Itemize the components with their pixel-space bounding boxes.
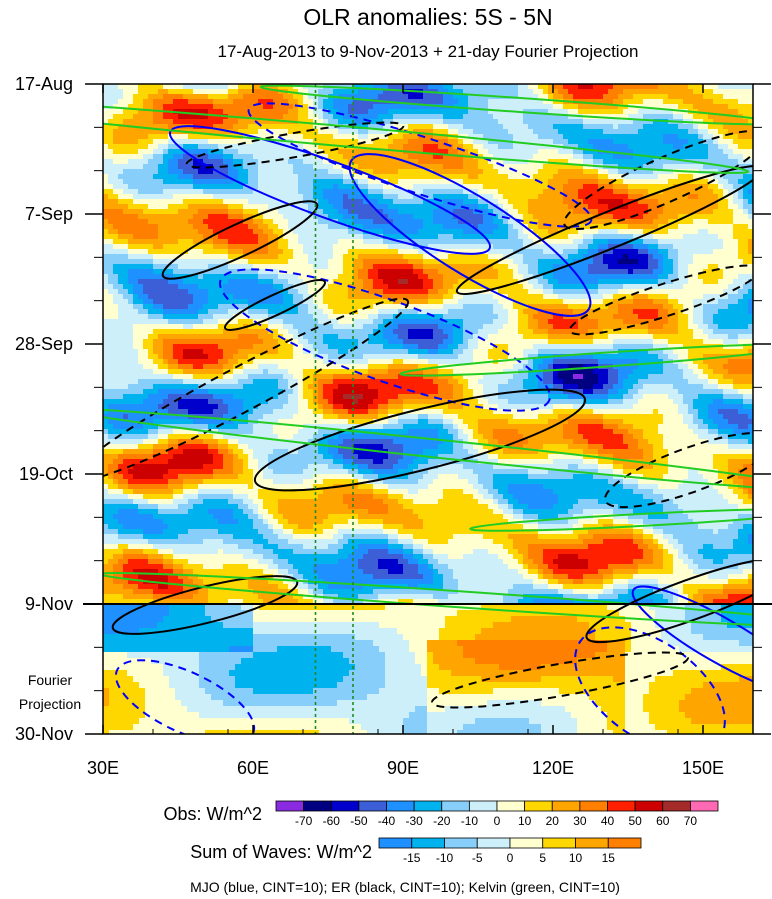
x-tick-label: 60E <box>237 758 269 778</box>
x-tick-label: 150E <box>682 758 724 778</box>
obs-colorbar-title: Obs: W/m^2 <box>164 804 262 824</box>
colorbar-swatch <box>634 800 664 812</box>
contour-line <box>247 102 593 228</box>
obs-colorbar: Obs: W/m^2 -70 -60 -50 -40 -30 -20 -10 0 10 20 30 4… <box>164 800 719 828</box>
colorbar-swatch <box>468 800 498 812</box>
olr-anomaly-field <box>103 84 753 605</box>
contour-line <box>253 388 587 492</box>
colorbar-label: 60 <box>656 814 670 828</box>
contour-line <box>469 508 753 532</box>
colorbar-swatch <box>411 837 445 849</box>
colorbar-label: -15 <box>403 851 421 865</box>
colorbar-swatch <box>413 800 443 812</box>
y-tick-label: 7-Sep <box>25 204 73 224</box>
contour-line <box>103 297 410 483</box>
x-tick-label: 30E <box>87 758 119 778</box>
colorbar-label: 20 <box>546 814 560 828</box>
colorbar-label: -10 <box>461 814 479 828</box>
colorbar-label: -5 <box>472 851 483 865</box>
colorbar-label: -70 <box>295 814 313 828</box>
colorbar-label: -40 <box>378 814 396 828</box>
plot-area <box>103 84 753 734</box>
colorbar-swatch <box>542 837 576 849</box>
contour-line <box>399 343 753 377</box>
colorbar-label: -50 <box>350 814 368 828</box>
contour-legend-footer: MJO (blue, CINT=10); ER (black, CINT=10)… <box>190 879 620 895</box>
colorbar-swatch <box>575 837 609 849</box>
colorbar-label: 0 <box>507 851 514 865</box>
colorbar-label: -20 <box>433 814 451 828</box>
colorbar-label: 50 <box>628 814 642 828</box>
chart-subtitle: 17-Aug-2013 to 9-Nov-2013 + 21-day Fouri… <box>218 42 639 61</box>
colorbar-label: 40 <box>601 814 615 828</box>
contour-line <box>563 129 753 231</box>
colorbar-swatch <box>476 837 511 849</box>
contour-line <box>574 626 726 734</box>
projection-label-line2: Projection <box>19 696 81 712</box>
y-tick-label: 28-Sep <box>15 334 73 354</box>
colorbar-label: 15 <box>602 851 616 865</box>
waves-colorbar: Sum of Waves: W/m^2 -15 -10 -5 0 5 10 15 <box>190 837 642 865</box>
colorbar-swatch <box>386 800 415 812</box>
colorbar-swatch <box>444 837 478 849</box>
y-tick-label: 19-Oct <box>19 464 73 484</box>
colorbar-swatch <box>441 800 470 812</box>
colorbar-swatch <box>496 800 526 812</box>
x-tick-label: 90E <box>387 758 419 778</box>
y-tick-label: 30-Nov <box>15 724 73 744</box>
contour-line <box>430 651 690 709</box>
waves-colorbar-title: Sum of Waves: W/m^2 <box>190 842 372 862</box>
contour-line <box>103 408 753 492</box>
colorbar-swatch <box>358 800 387 812</box>
colorbar-label: 30 <box>573 814 587 828</box>
contour-line <box>103 96 750 174</box>
contour-line <box>185 121 405 169</box>
colorbar-swatch <box>330 800 360 812</box>
contour-line <box>585 556 753 644</box>
colorbar-swatch <box>524 800 553 812</box>
colorbar-swatch <box>303 800 332 812</box>
y-tick-label: 17-Aug <box>15 74 73 94</box>
colorbar-label: -60 <box>323 814 341 828</box>
contour-line <box>223 279 327 331</box>
colorbar-label: 10 <box>518 814 532 828</box>
contour-line <box>348 153 592 317</box>
y-tick-label: 9-Nov <box>25 594 73 614</box>
contour-line <box>259 84 753 126</box>
contour-line <box>455 164 753 296</box>
colorbar-swatch <box>662 800 691 812</box>
colorbar-swatch <box>607 837 642 849</box>
contour-line <box>103 571 753 629</box>
colorbar-label: -10 <box>436 851 454 865</box>
chart-title: OLR anomalies: 5S - 5N <box>303 4 552 30</box>
contour-line <box>161 200 319 280</box>
contour-line <box>568 264 753 336</box>
axes: 30E 60E 90E 120E 150E 17-Aug 7-Sep 28-Sep 19-Oct… <box>15 74 771 778</box>
colorbar-swatch <box>579 800 608 812</box>
plot-frame <box>102 83 754 735</box>
colorbar-swatch <box>551 800 581 812</box>
colorbar-label: 0 <box>494 814 501 828</box>
contour-line <box>631 585 753 695</box>
x-tick-label: 120E <box>532 758 574 778</box>
colorbar-label: 5 <box>539 851 546 865</box>
reference-lines <box>314 84 354 734</box>
colorbar-swatch <box>275 800 305 812</box>
colorbar-swatch <box>509 837 544 849</box>
contour-line <box>168 125 492 255</box>
colorbar-label: -30 <box>405 814 423 828</box>
projection-label-line1: Fourier <box>28 672 73 688</box>
colorbar-swatch <box>689 800 719 812</box>
contour-line <box>218 268 552 412</box>
colorbar-label: 70 <box>684 814 698 828</box>
colorbar-swatch <box>378 837 413 849</box>
colorbar-label: 10 <box>569 851 583 865</box>
colorbar-swatch <box>607 800 636 812</box>
